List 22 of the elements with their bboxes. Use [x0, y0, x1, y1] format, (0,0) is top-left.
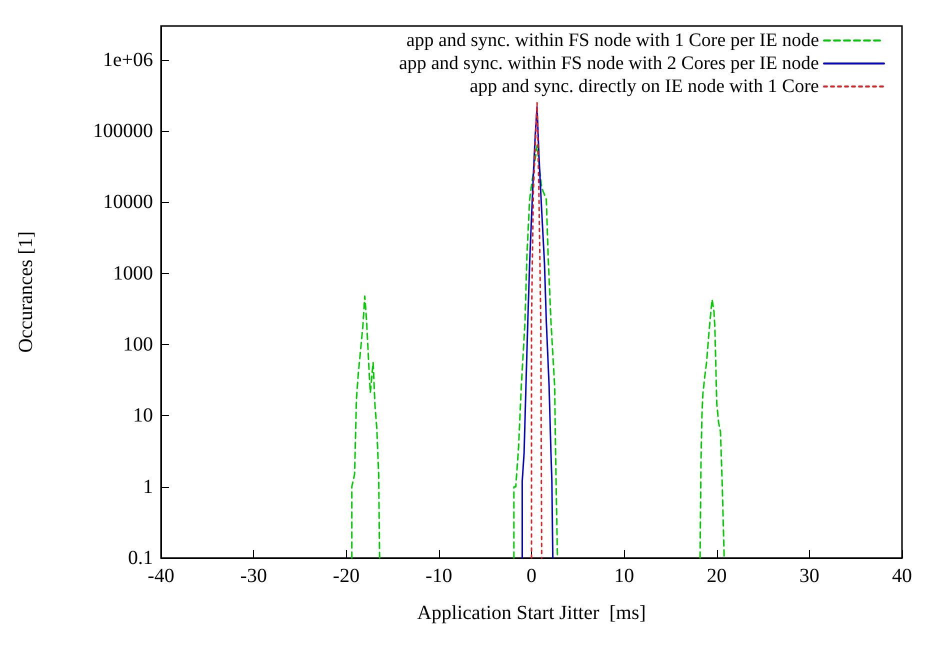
line-series	[530, 102, 542, 559]
y-tick-label: 10	[133, 404, 153, 427]
legend-label: app and sync. directly on IE node with 1 Core	[470, 76, 819, 97]
x-tick-label: 40	[892, 565, 912, 587]
x-tick-label: 20	[706, 565, 727, 587]
y-tick-label: 10000	[103, 191, 153, 214]
x-tick-label: -10	[426, 565, 452, 587]
x-tick-label: 10	[614, 565, 634, 587]
legend-label: app and sync. within FS node with 2 Cores per IE node	[398, 53, 819, 74]
x-tick-label: 0	[526, 565, 536, 587]
y-tick-label: 1e+06	[102, 48, 153, 71]
x-tick-label: 30	[799, 565, 820, 587]
x-tick-label: -30	[240, 565, 267, 587]
y-tick-label: 1	[143, 476, 153, 498]
y-tick-label: 1000	[113, 262, 153, 284]
legend-label: app and sync. within FS node with 1 Core per IE node	[406, 30, 819, 51]
y-tick-label: 100000	[93, 120, 153, 142]
x-axis-title: Application Start Jitter [ms]	[417, 602, 646, 624]
y-axis-title: Occurances [1]	[15, 231, 37, 353]
line-series	[521, 106, 554, 559]
y-tick-label: 100	[123, 334, 153, 356]
x-tick-label: -20	[332, 565, 360, 587]
